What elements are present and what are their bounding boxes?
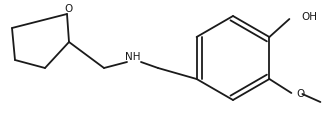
Text: O: O (65, 4, 73, 14)
Text: OH: OH (301, 12, 318, 22)
Text: NH: NH (125, 52, 141, 62)
Text: O: O (296, 89, 304, 99)
